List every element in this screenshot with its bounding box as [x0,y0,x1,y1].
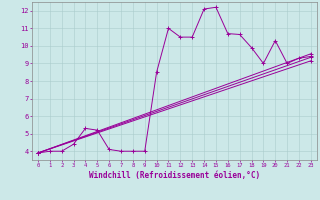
X-axis label: Windchill (Refroidissement éolien,°C): Windchill (Refroidissement éolien,°C) [89,171,260,180]
